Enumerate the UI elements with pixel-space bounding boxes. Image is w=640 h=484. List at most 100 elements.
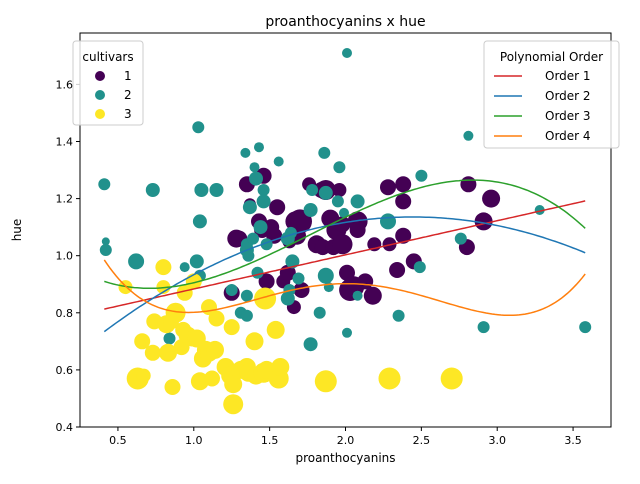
y-tick-label: 0.4 (56, 421, 74, 434)
data-point-cultivar-3 (144, 344, 161, 361)
data-point-cultivar-3 (134, 333, 151, 350)
data-point-cultivar-2 (303, 203, 318, 217)
data-point-cultivar-2 (225, 284, 238, 296)
y-tick-label: 1.4 (56, 135, 74, 148)
data-point-cultivar-2 (189, 254, 204, 269)
chart-title: proanthocyanins x hue (265, 14, 425, 30)
data-point-cultivar-2 (380, 213, 396, 230)
data-point-cultivar-2 (209, 183, 224, 197)
legend-label-order-3: Order 3 (545, 109, 591, 123)
data-point-cultivar-1 (395, 176, 412, 193)
data-point-cultivar-2 (342, 327, 352, 338)
data-point-cultivar-2 (194, 183, 209, 197)
data-point-cultivar-3 (440, 367, 463, 390)
data-point-cultivar-3 (165, 302, 186, 323)
data-point-cultivar-2 (240, 309, 253, 322)
legend-marker-cultivar-3 (95, 109, 105, 119)
fit-line-order-1 (104, 200, 586, 310)
legend-label-cultivar-2: 2 (124, 88, 132, 102)
data-point-cultivar-3 (176, 284, 193, 301)
legend-label-cultivar-1: 1 (124, 69, 132, 83)
data-point-cultivar-2 (101, 237, 110, 246)
data-point-cultivar-2 (179, 262, 190, 273)
legend-fits: Polynomial Order Order 1 Order 2 Order 3 Or… (483, 40, 620, 149)
x-tick-label: 1.5 (261, 434, 279, 447)
data-point-cultivar-2 (128, 253, 145, 270)
y-tick-label: 1.0 (56, 250, 74, 263)
x-tick-label: 2.5 (413, 434, 431, 447)
x-tick-label: 3.0 (488, 434, 506, 447)
data-point-cultivar-2 (350, 194, 365, 209)
data-point-cultivar-2 (333, 161, 346, 174)
data-point-cultivar-2 (477, 321, 490, 334)
legend-label-order-4: Order 4 (545, 129, 591, 143)
x-tick-label: 0.5 (109, 434, 127, 447)
data-point-cultivar-2 (318, 146, 331, 159)
data-point-cultivar-2 (534, 205, 545, 215)
plot-marks (98, 48, 592, 415)
data-point-cultivar-1 (474, 212, 493, 231)
legend-fits-box (483, 40, 620, 149)
data-point-cultivar-2 (240, 289, 253, 302)
y-axis-label: hue (10, 219, 24, 242)
data-point-cultivar-2 (339, 207, 349, 218)
data-point-cultivar-2 (145, 183, 160, 197)
y-tick-label: 1.6 (56, 78, 74, 91)
data-point-cultivar-2 (249, 162, 260, 173)
data-point-cultivar-2 (240, 147, 251, 158)
data-point-cultivar-3 (314, 370, 337, 393)
data-point-cultivar-1 (332, 234, 353, 255)
data-point-cultivar-1 (269, 199, 286, 216)
data-point-cultivar-1 (482, 189, 501, 208)
data-point-cultivar-2 (352, 290, 363, 301)
data-point-cultivar-2 (163, 332, 176, 345)
data-point-cultivar-2 (254, 142, 264, 153)
data-point-cultivar-3 (378, 367, 401, 390)
data-point-cultivar-2 (242, 249, 255, 262)
data-point-cultivar-1 (363, 286, 382, 305)
data-point-cultivar-3 (223, 319, 240, 336)
fit-lines (103, 179, 586, 333)
legend-label-order-1: Order 1 (545, 69, 591, 83)
x-tick-label: 3.5 (564, 434, 582, 447)
data-point-cultivar-3 (204, 370, 220, 387)
data-point-cultivar-2 (249, 171, 263, 186)
data-point-cultivar-2 (253, 220, 268, 235)
data-point-cultivar-2 (292, 272, 305, 285)
data-point-cultivar-3 (159, 343, 177, 362)
data-point-cultivar-3 (245, 332, 264, 351)
fit-line-order-2 (103, 216, 586, 333)
legend-cultivars-box (72, 40, 144, 126)
data-point-cultivar-2 (98, 178, 111, 191)
data-point-cultivar-2 (192, 121, 205, 134)
data-point-cultivar-1 (380, 179, 396, 196)
data-point-cultivar-1 (258, 273, 275, 290)
legend-label-cultivar-3: 3 (124, 107, 132, 121)
x-axis-label: proanthocyanins (295, 451, 395, 465)
data-point-cultivar-3 (208, 310, 225, 327)
data-point-cultivar-1 (395, 227, 412, 244)
data-point-cultivar-2 (342, 48, 352, 58)
data-point-cultivar-1 (389, 262, 406, 278)
data-point-cultivar-2 (251, 266, 264, 279)
data-point-cultivar-2 (242, 200, 257, 215)
legend-fits-title: Polynomial Order (500, 50, 603, 64)
legend-label-order-2: Order 2 (545, 89, 591, 103)
data-point-cultivar-2 (306, 184, 319, 196)
data-point-cultivar-2 (99, 244, 112, 256)
data-point-cultivar-2 (392, 309, 405, 322)
data-point-cultivar-1 (349, 222, 366, 238)
data-point-cultivar-1 (288, 209, 312, 234)
data-point-cultivar-2 (579, 321, 592, 334)
data-point-cultivar-3 (223, 394, 244, 415)
data-point-cultivar-2 (247, 232, 259, 245)
data-point-cultivar-2 (273, 156, 284, 167)
data-point-cultivar-2 (285, 254, 300, 269)
data-point-cultivar-2 (331, 195, 344, 208)
data-point-cultivar-3 (266, 320, 285, 339)
x-tick-label: 2.0 (337, 434, 355, 447)
data-point-cultivar-3 (164, 379, 181, 395)
data-point-cultivar-3 (224, 375, 243, 394)
